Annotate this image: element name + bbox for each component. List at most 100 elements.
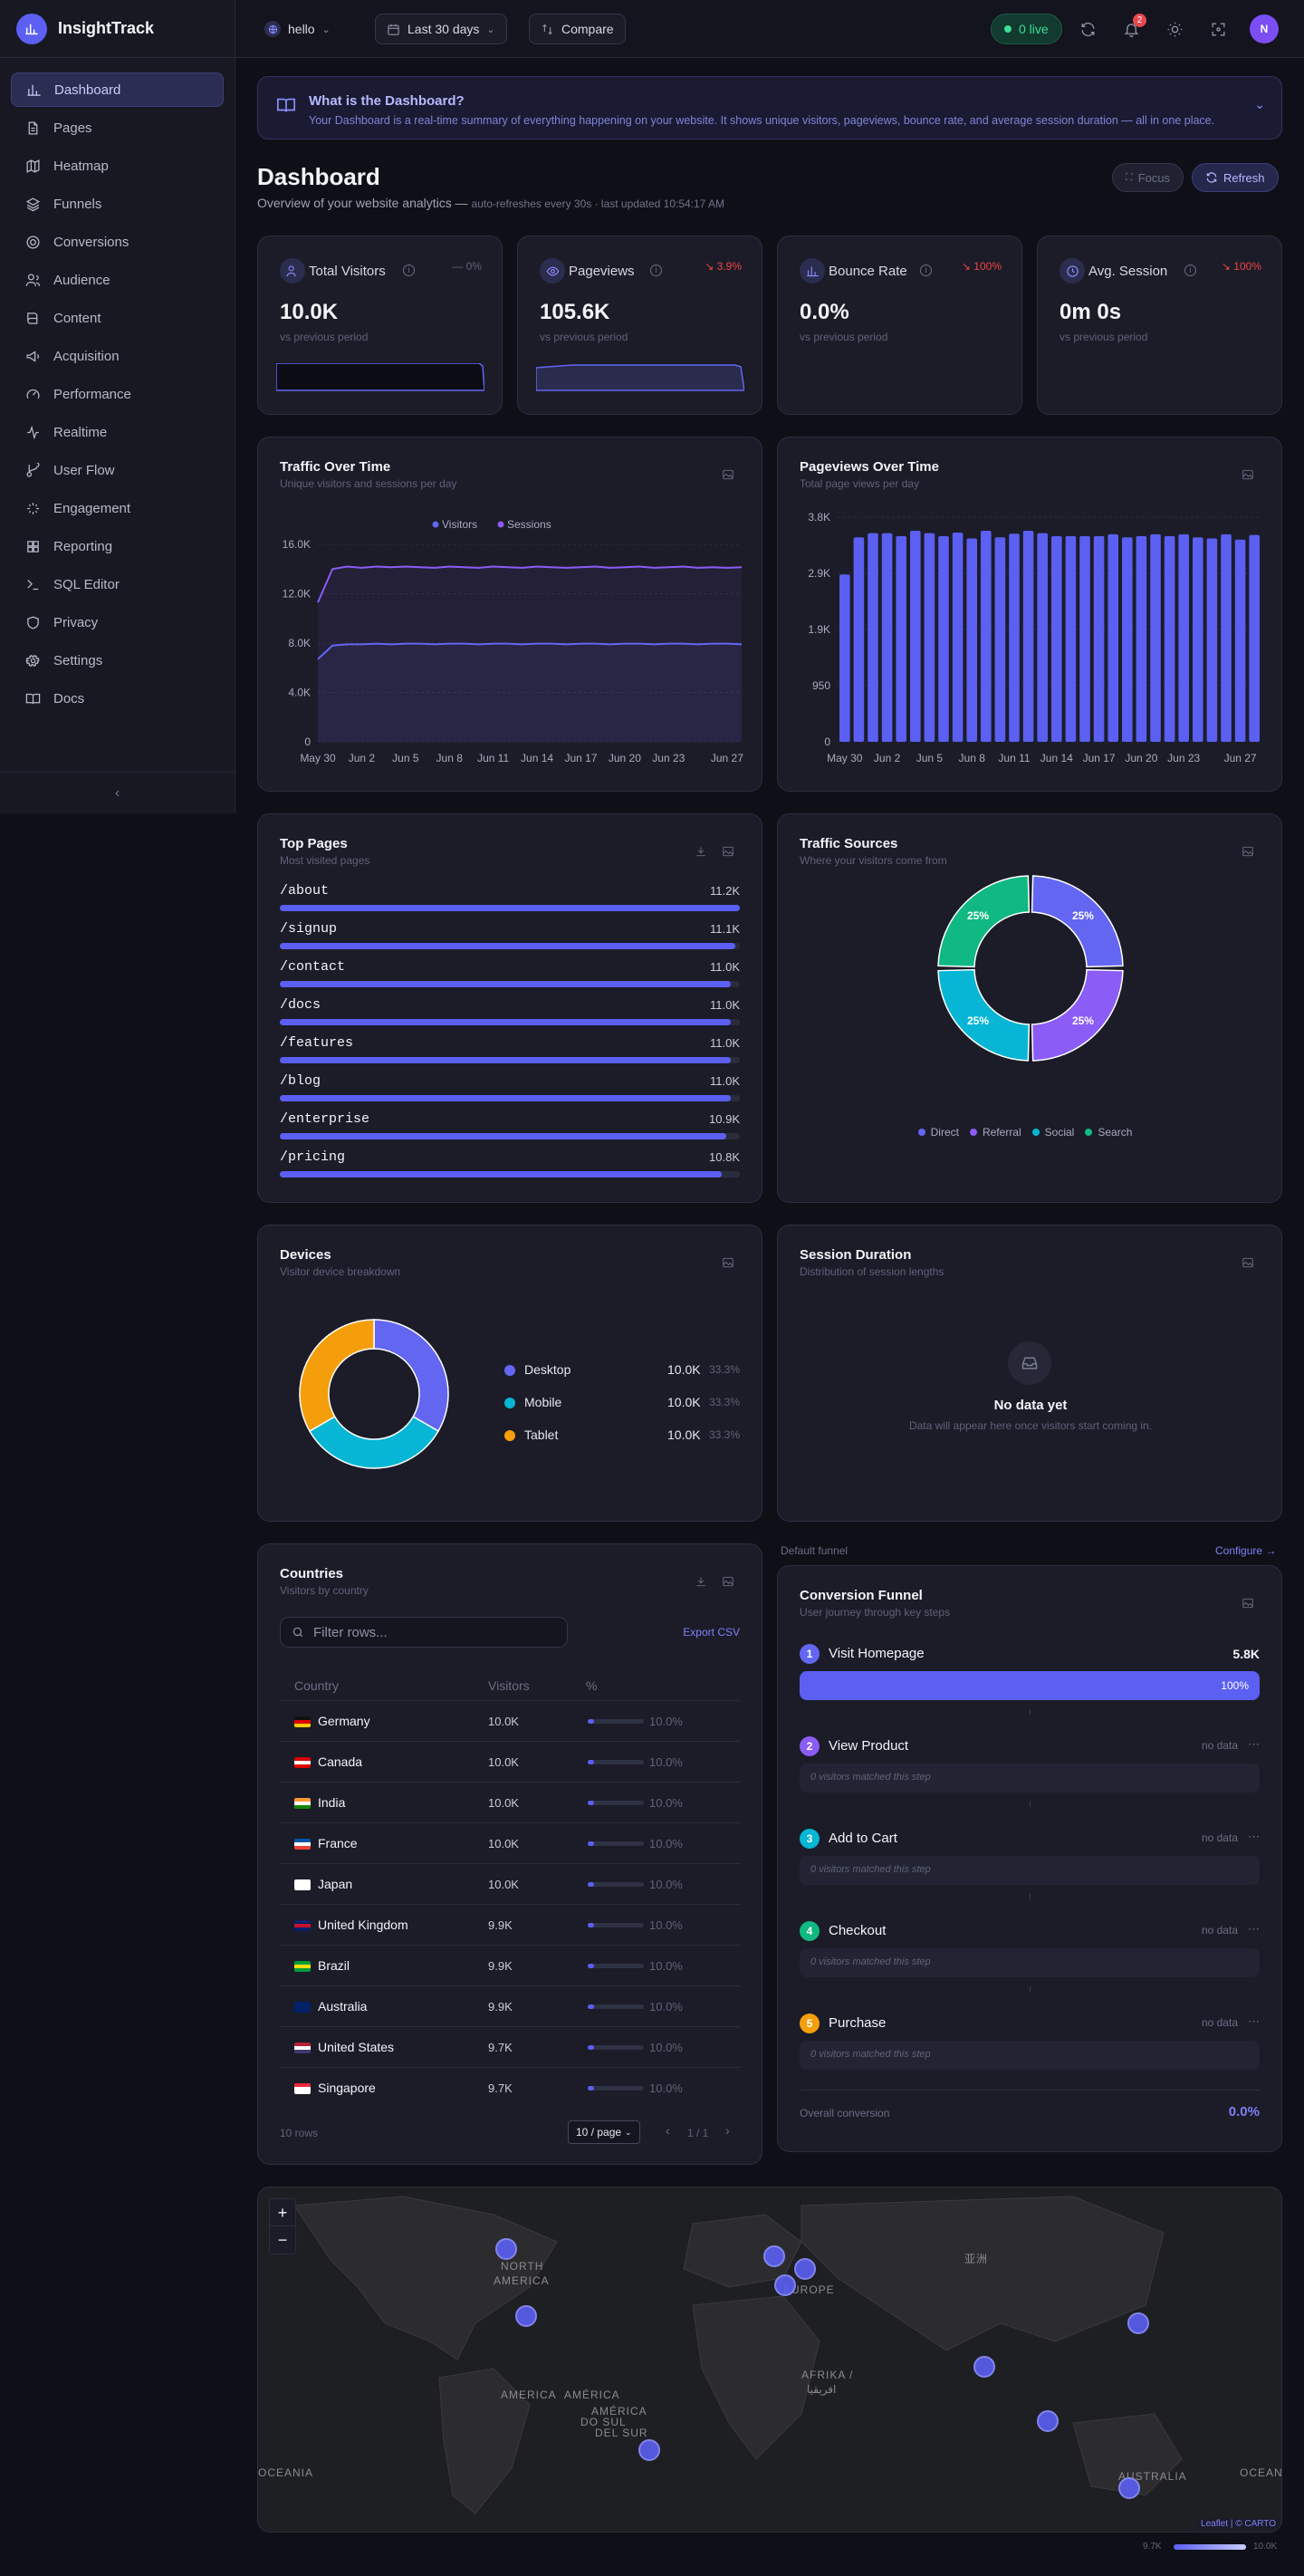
sidebar-item-audience[interactable]: Audience: [11, 263, 224, 297]
sidebar-item-privacy[interactable]: Privacy: [11, 605, 224, 639]
top-page-row[interactable]: /about 11.2K: [280, 883, 740, 921]
date-range-selector[interactable]: Last 30 days ⌄: [375, 14, 507, 44]
more-icon[interactable]: ⋯: [1248, 1922, 1260, 1936]
bar[interactable]: [1079, 535, 1090, 742]
table-row[interactable]: United States 9.7K 10.0%: [280, 2026, 740, 2067]
bar[interactable]: [1037, 533, 1048, 742]
bar[interactable]: [1234, 539, 1246, 742]
sidebar-item-content[interactable]: Content: [11, 301, 224, 335]
sidebar-item-engagement[interactable]: Engagement: [11, 491, 224, 525]
bar[interactable]: [966, 538, 977, 742]
map-marker[interactable]: [794, 2258, 816, 2280]
slice-mobile[interactable]: [308, 1415, 440, 1469]
top-page-row[interactable]: /signup 11.1K: [280, 921, 740, 959]
page-size-select[interactable]: 10 / page ⌄: [568, 2120, 640, 2144]
column-header-visitors[interactable]: Visitors: [488, 1678, 530, 1693]
more-icon[interactable]: ⋯: [1248, 1737, 1260, 1751]
sidebar-item-reporting[interactable]: Reporting: [11, 529, 224, 563]
map-marker[interactable]: [1127, 2312, 1149, 2334]
top-page-row[interactable]: /features 11.0K: [280, 1035, 740, 1073]
info-icon[interactable]: i: [650, 264, 662, 276]
sidebar-item-docs[interactable]: Docs: [11, 681, 224, 716]
sidebar-item-heatmap[interactable]: Heatmap: [11, 149, 224, 183]
table-row[interactable]: Japan 10.0K 10.0%: [280, 1863, 740, 1904]
info-banner[interactable]: What is the Dashboard? Your Dashboard is…: [257, 76, 1282, 139]
bar[interactable]: [1122, 537, 1133, 742]
fullscreen-icon[interactable]: [1206, 17, 1230, 41]
avatar[interactable]: N: [1250, 14, 1279, 43]
bar[interactable]: [1178, 533, 1189, 742]
sidebar-item-performance[interactable]: Performance: [11, 377, 224, 411]
image-icon[interactable]: [722, 845, 736, 860]
refresh-button[interactable]: Refresh: [1192, 163, 1279, 192]
sidebar-item-settings[interactable]: Settings: [11, 643, 224, 678]
bar[interactable]: [994, 537, 1006, 742]
funnel-step-add-to-cart[interactable]: 3 Add to Cart no data ⋯ 0 visitors matched t…: [800, 1829, 1260, 1899]
map-marker[interactable]: [973, 2356, 995, 2378]
device-row-tablet[interactable]: Tablet 10.0K 33.3%: [504, 1427, 740, 1448]
bar[interactable]: [952, 532, 964, 742]
prev-page-icon[interactable]: ‹: [666, 2123, 670, 2138]
image-icon[interactable]: [1242, 1597, 1256, 1611]
table-row[interactable]: United Kingdom 9.9K 10.0%: [280, 1904, 740, 1945]
refresh-icon[interactable]: [1076, 17, 1099, 41]
world-map[interactable]: NORTH AMERICA EUROPE AFRIKA / افريقيا AMÉRICA…: [257, 2187, 1282, 2533]
map-marker[interactable]: [495, 2238, 517, 2260]
slice-tablet[interactable]: [299, 1319, 375, 1433]
sidebar-item-user-flow[interactable]: User Flow: [11, 453, 224, 487]
bar[interactable]: [1136, 535, 1147, 742]
funnel-step-visit-homepage[interactable]: 1 Visit Homepage 5.8K 100%: [800, 1644, 1260, 1715]
sidebar-item-dashboard[interactable]: Dashboard: [11, 72, 224, 107]
device-row-mobile[interactable]: Mobile 10.0K 33.3%: [504, 1394, 740, 1416]
map-marker[interactable]: [1118, 2477, 1140, 2499]
bar[interactable]: [1107, 533, 1118, 742]
bar[interactable]: [853, 537, 865, 742]
image-icon[interactable]: [722, 468, 736, 483]
legend-item-search[interactable]: Search: [1085, 1126, 1132, 1139]
info-icon[interactable]: i: [920, 264, 932, 276]
slice-direct[interactable]: [1031, 875, 1124, 968]
bell-icon[interactable]: 2: [1119, 14, 1146, 41]
funnel-step-view-product[interactable]: 2 View Product no data ⋯ 0 visitors matched …: [800, 1736, 1260, 1807]
table-row[interactable]: Brazil 9.9K 10.0%: [280, 1945, 740, 1985]
download-icon[interactable]: [695, 845, 709, 860]
brand[interactable]: InsightTrack: [0, 0, 235, 58]
table-row[interactable]: France 10.0K 10.0%: [280, 1822, 740, 1863]
bar[interactable]: [910, 531, 921, 742]
column-header-country[interactable]: Country: [294, 1678, 340, 1693]
bar[interactable]: [1249, 534, 1260, 742]
bar[interactable]: [1164, 535, 1175, 742]
bar[interactable]: [981, 531, 992, 742]
image-icon[interactable]: [1242, 845, 1256, 860]
sidebar-item-funnels[interactable]: Funnels: [11, 187, 224, 221]
more-icon[interactable]: ⋯: [1248, 1830, 1260, 1843]
top-page-row[interactable]: /pricing 10.8K: [280, 1149, 740, 1187]
bar[interactable]: [1221, 533, 1232, 742]
bar[interactable]: [868, 533, 878, 742]
slice-referral[interactable]: [1031, 968, 1124, 1062]
map-marker[interactable]: [515, 2305, 537, 2327]
top-page-row[interactable]: /contact 11.0K: [280, 959, 740, 997]
slice-search[interactable]: [937, 875, 1031, 968]
bar[interactable]: [924, 533, 935, 742]
map-marker[interactable]: [1037, 2410, 1059, 2432]
column-header-percent[interactable]: %: [586, 1678, 598, 1693]
bar[interactable]: [938, 535, 949, 742]
bar[interactable]: [881, 533, 893, 742]
top-page-row[interactable]: /blog 11.0K: [280, 1073, 740, 1111]
map-marker[interactable]: [638, 2439, 660, 2461]
sun-icon[interactable]: [1163, 17, 1186, 41]
sidebar-item-sql-editor[interactable]: SQL Editor: [11, 567, 224, 601]
sidebar-collapse-button[interactable]: ‹: [0, 772, 235, 813]
image-icon[interactable]: [1242, 468, 1256, 483]
bar[interactable]: [1150, 533, 1161, 742]
more-icon[interactable]: ⋯: [1248, 2014, 1260, 2028]
configure-funnel-link[interactable]: Configure →: [1215, 1544, 1277, 1557]
legend-item-social[interactable]: Social: [1031, 1126, 1074, 1139]
image-icon[interactable]: [722, 1575, 736, 1590]
image-icon[interactable]: [1242, 1256, 1256, 1271]
bar[interactable]: [896, 535, 906, 742]
map-attribution[interactable]: Leaflet | © CARTO: [1197, 2518, 1280, 2530]
sidebar-item-pages[interactable]: Pages: [11, 111, 224, 145]
next-page-icon[interactable]: ›: [725, 2123, 730, 2138]
